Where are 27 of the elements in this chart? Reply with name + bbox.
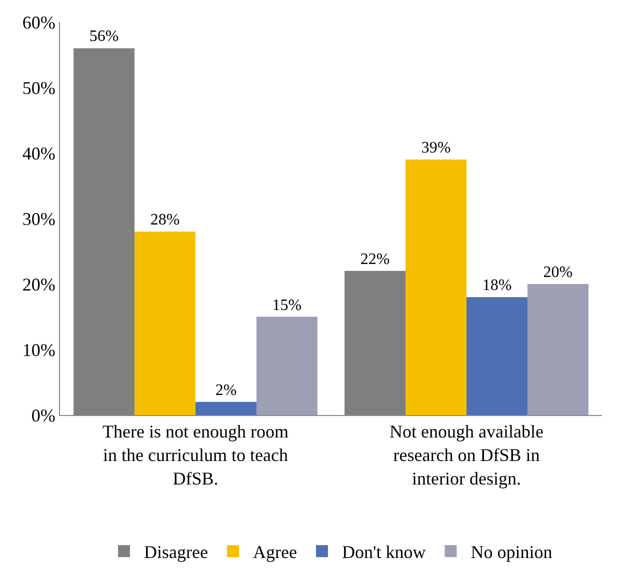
legend-label: Disagree xyxy=(144,542,208,562)
y-tick-label: 10% xyxy=(22,340,56,360)
bar xyxy=(527,284,588,415)
bar xyxy=(256,316,318,415)
x-tick-label: There is not enough room in the curriculum to teach DfSB. xyxy=(102,422,288,488)
data-label: 56% xyxy=(89,28,119,46)
y-tick-label: 30% xyxy=(22,208,56,229)
bar xyxy=(134,232,196,415)
bar xyxy=(466,297,528,415)
legend-label: No opinion xyxy=(470,542,552,562)
bar xyxy=(406,160,466,415)
y-tick-label: 50% xyxy=(22,78,56,98)
y-tick-label: 20% xyxy=(22,274,56,294)
x-tick-label: Not enough available research on DfSB in interior design. xyxy=(390,422,544,488)
data-label: 20% xyxy=(543,264,573,281)
y-tick-label: 40% xyxy=(22,143,56,164)
legend-label: Agree xyxy=(252,542,297,562)
bar xyxy=(196,402,256,415)
data-label: 2% xyxy=(215,382,237,399)
data-label: 28% xyxy=(150,212,180,229)
y-tick-label: 60% xyxy=(22,12,56,32)
data-label: 39% xyxy=(421,140,451,157)
data-label: 22% xyxy=(360,250,390,268)
legend-label: Don't know xyxy=(342,542,426,562)
y-tick-label: 0% xyxy=(31,405,56,426)
data-label: 18% xyxy=(482,277,512,294)
data-label: 15% xyxy=(272,296,302,314)
